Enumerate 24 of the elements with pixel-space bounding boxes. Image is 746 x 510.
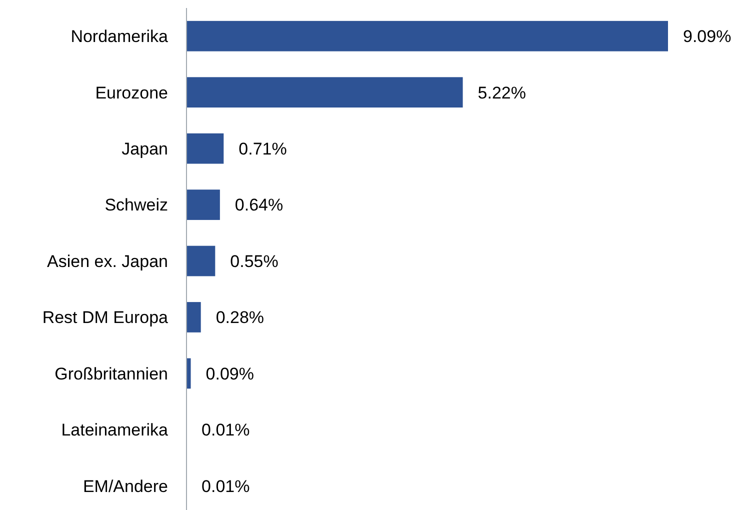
bar [186, 77, 463, 108]
bar [186, 190, 220, 220]
y-tick-label: Schweiz [104, 196, 168, 215]
data-label: 0.09% [206, 364, 254, 384]
bar [186, 133, 224, 164]
bar [186, 302, 201, 332]
data-label: 9.09% [683, 27, 732, 46]
data-label: 0.28% [216, 308, 264, 328]
bar [186, 20, 668, 52]
y-tick-label: Asien ex. Japan [47, 252, 168, 271]
data-label: 5.22% [478, 83, 526, 102]
y-tick-label: Nordamerika [70, 27, 169, 46]
bar [186, 246, 216, 276]
y-tick-label: Lateinamerika [61, 420, 169, 440]
y-tick-label: Großbritannien [54, 364, 168, 384]
y-tick-label: Eurozone [95, 83, 168, 102]
y-tick-label: Japan [122, 140, 168, 159]
data-label: 0.64% [234, 196, 284, 215]
data-label: 0.01% [202, 420, 250, 440]
data-label: 0.55% [230, 252, 278, 271]
data-label: 0.01% [202, 476, 250, 496]
data-label: 0.71% [238, 140, 287, 159]
y-tick-label: Rest DM Europa [42, 308, 169, 328]
y-tick-label: EM/Andere [82, 476, 168, 496]
